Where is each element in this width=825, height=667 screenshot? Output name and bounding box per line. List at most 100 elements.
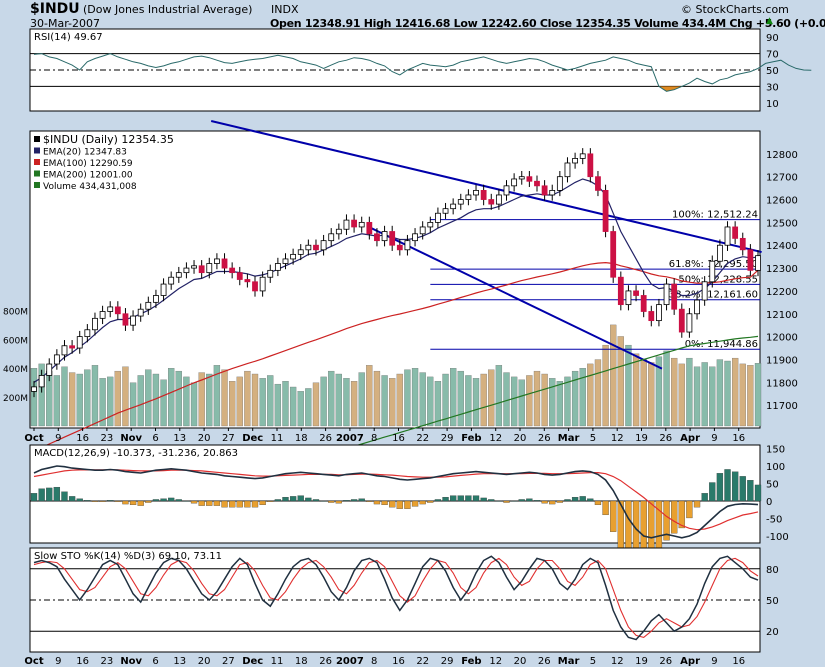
volume-bar: [724, 360, 731, 427]
x-tick-label-bottom: 20: [514, 656, 527, 667]
x-tick-label-bottom: 6: [152, 656, 158, 667]
macd-legend: MACD(12,26,9) -10.373, -31.236, 20.863: [34, 448, 238, 459]
macd-histogram-bar: [587, 498, 594, 502]
volume-bar: [594, 359, 602, 427]
rsi-line: [33, 53, 812, 92]
price-candle: [153, 295, 159, 303]
macd-histogram-bar: [396, 500, 403, 509]
volume-bar: [190, 382, 198, 427]
volume-bar: [442, 373, 449, 427]
legend-swatch: [34, 170, 40, 177]
price-candle: [366, 221, 373, 235]
x-tick-label: 11: [271, 433, 284, 444]
price-tick-label: 12500: [766, 218, 798, 229]
volume-bar: [556, 381, 564, 427]
macd-histogram-bar: [107, 500, 114, 502]
x-tick-label-bottom: 26: [319, 656, 332, 667]
price-candle: [396, 244, 403, 251]
x-tick-label-bottom: 16: [76, 656, 89, 667]
macd-histogram-bar: [526, 498, 533, 502]
price-candle: [419, 226, 426, 235]
volume-bar: [404, 369, 411, 427]
x-tick-label: 20: [198, 433, 211, 444]
x-tick-label: Apr: [680, 433, 700, 444]
macd-histogram-bar: [389, 500, 396, 508]
exchange-label: INDX: [271, 3, 299, 16]
volume-bar: [76, 373, 83, 427]
macd-histogram-bar: [160, 498, 167, 502]
price-candle: [107, 306, 114, 312]
rsi-tick-label: 90: [766, 33, 779, 44]
legend-swatch: [34, 147, 40, 154]
macd-histogram-bar: [228, 500, 236, 508]
price-legend-item: $INDU (Daily) 12354.35: [43, 133, 174, 146]
price-candle: [556, 176, 563, 191]
volume-bar: [579, 368, 586, 427]
fibonacci-label: 38.2%: 12,161.60: [669, 290, 758, 301]
x-tick-label: 12: [611, 433, 624, 444]
volume-bar: [526, 375, 533, 427]
price-candle: [564, 162, 571, 178]
macd-histogram-bar: [297, 495, 304, 502]
x-tick-label: 2007: [336, 433, 364, 444]
volume-bar: [175, 370, 182, 427]
volume-bar: [282, 381, 289, 427]
macd-histogram-bar: [686, 500, 693, 519]
volume-bar: [602, 344, 609, 427]
volume-axis-label: 600M: [3, 336, 28, 346]
volume-bar: [450, 368, 457, 427]
x-tick-label: 16: [732, 433, 745, 444]
price-candle: [244, 279, 251, 283]
price-candle: [457, 199, 464, 205]
quote-summary: Open 12348.91 High 12416.68 Low 12242.60…: [270, 17, 825, 30]
volume-bar: [91, 365, 99, 427]
macd-histogram-bar: [53, 486, 61, 502]
price-candle: [99, 311, 106, 319]
macd-histogram-bar: [198, 500, 205, 506]
volume-bar: [541, 373, 548, 427]
volume-axis-label: 400M: [3, 365, 28, 375]
price-candle: [602, 189, 609, 232]
volume-bar: [114, 370, 121, 427]
volume-bar: [289, 386, 297, 427]
volume-bar: [373, 370, 381, 427]
x-tick-label-bottom: 26: [538, 656, 551, 667]
volume-bar: [427, 376, 434, 427]
price-candle: [320, 240, 327, 251]
price-candle: [335, 228, 342, 235]
macd-histogram-bar: [731, 471, 739, 502]
macd-histogram-bar: [747, 480, 754, 502]
x-tick-label: 6: [152, 433, 158, 444]
macd-tick-label: 0: [766, 497, 772, 508]
macd-histogram-bar: [434, 499, 442, 502]
volume-bar: [678, 363, 685, 427]
x-tick-label: 13: [173, 433, 186, 444]
price-tick-label: 11800: [766, 378, 798, 389]
x-tick-label: 16: [76, 433, 89, 444]
price-legend-item: EMA(20) 12347.83: [43, 148, 127, 158]
price-tick-label: 12700: [766, 173, 798, 184]
macd-histogram-bar: [503, 500, 510, 503]
volume-bar: [419, 372, 426, 427]
stochastic-d-line: [33, 557, 759, 639]
macd-histogram-bar: [709, 482, 716, 502]
price-candle: [732, 226, 739, 239]
volume-axis-label: 200M: [3, 394, 28, 404]
macd-histogram-bar: [701, 493, 708, 502]
price-candle: [541, 185, 548, 196]
price-legend-item: EMA(200) 12001.00: [43, 171, 133, 181]
x-tick-label: 16: [392, 433, 405, 444]
price-tick-label: 12400: [766, 241, 798, 252]
rsi-tick-label: 50: [766, 66, 779, 77]
volume-bar: [160, 379, 167, 427]
macd-histogram-bar: [61, 491, 68, 502]
volume-bar: [251, 373, 259, 427]
price-candle: [625, 290, 632, 306]
price-candle: [114, 306, 121, 315]
ema100-line: [33, 261, 759, 452]
volume-bar: [632, 353, 640, 427]
volume-bar: [648, 362, 655, 427]
macd-histogram-bar: [549, 500, 556, 505]
volume-bar: [320, 376, 327, 427]
x-tick-label-bottom: 22: [416, 656, 429, 667]
